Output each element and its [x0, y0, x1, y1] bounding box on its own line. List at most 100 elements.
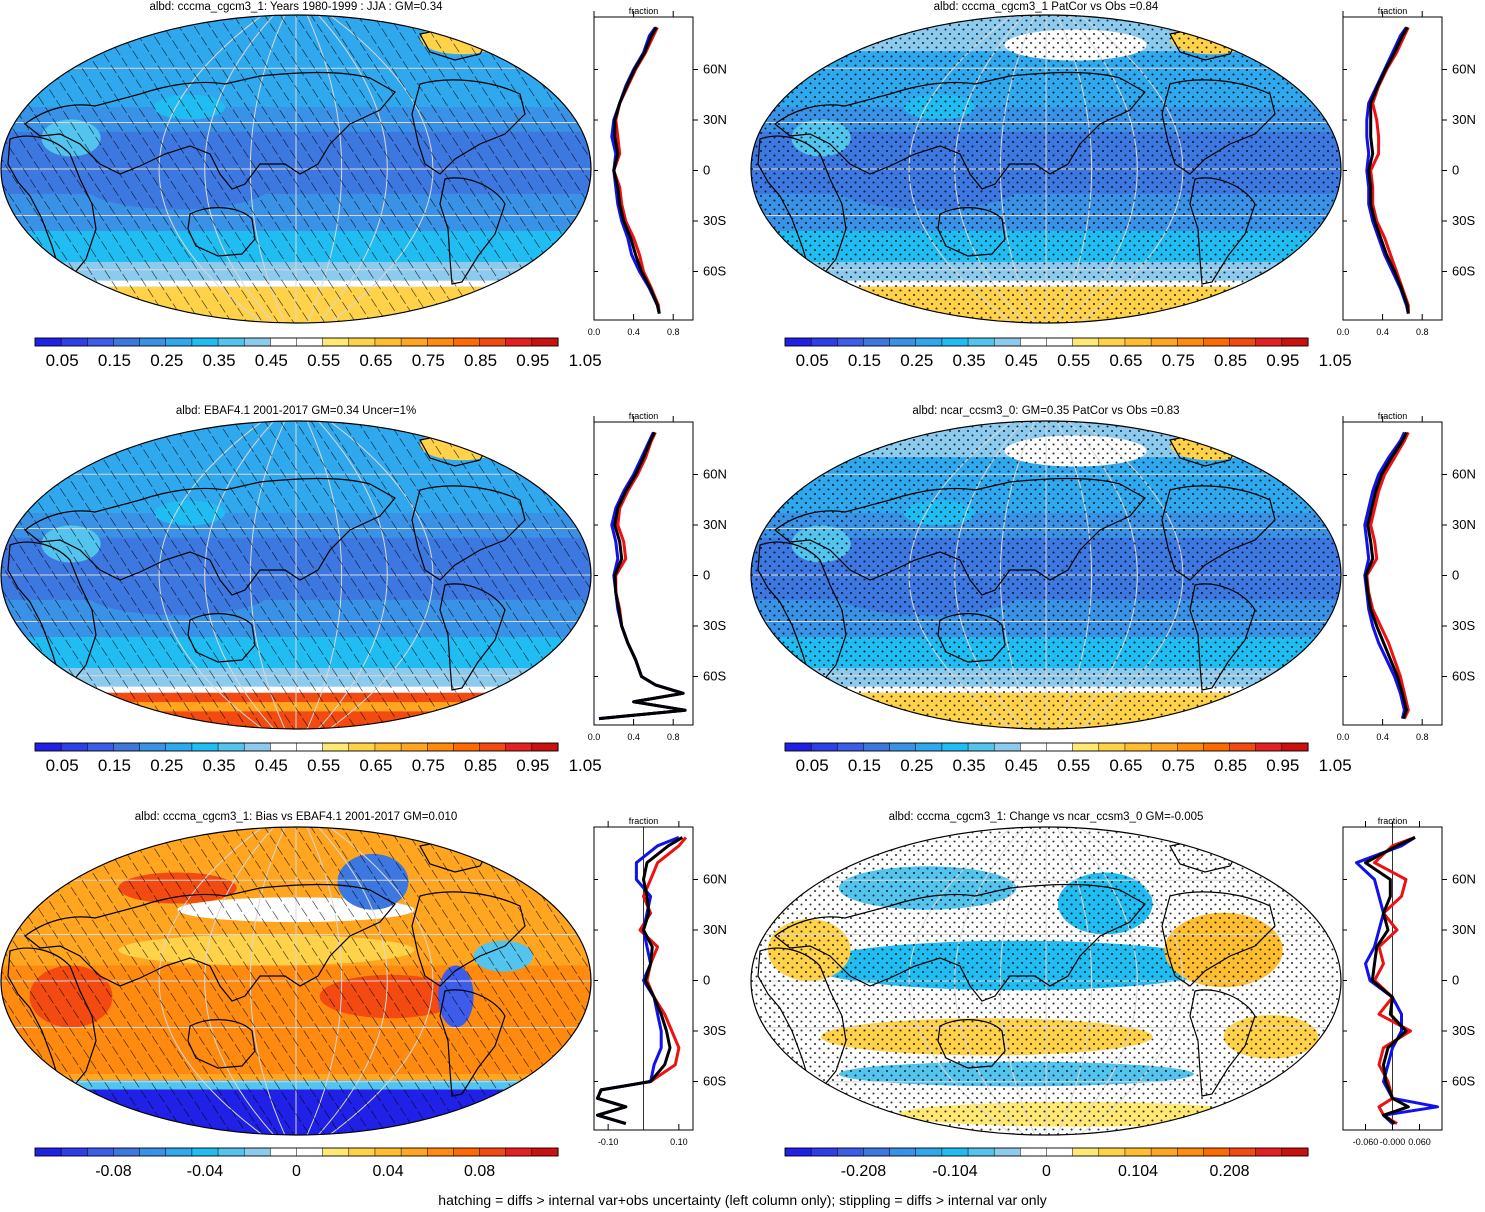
colorbar-swatch: [1150, 742, 1178, 752]
zonal-ytick-label: 30N: [1452, 112, 1476, 127]
colorbar-swatch: [217, 742, 245, 752]
continent-outline: [1161, 891, 1276, 987]
zonal-series-mean: [1364, 836, 1416, 1125]
colorbar-swatch: [531, 337, 559, 347]
colorbar-tick-label: 0.75: [412, 756, 445, 775]
zonal-xtick-label: 0.10: [670, 1137, 688, 1147]
zonal-xtick-label: 0.0: [1337, 732, 1350, 742]
map-border: [0, 420, 592, 730]
zonal-ytick-label: 0: [1452, 568, 1459, 583]
colorbar-tick-label: 0.05: [796, 351, 829, 370]
colorbar-swatch: [1150, 1147, 1178, 1157]
colorbar-swatch: [243, 337, 271, 347]
colorbar-tick-label: -0.104: [932, 1163, 977, 1180]
colorbar-tick-label: 0: [1042, 1163, 1051, 1180]
continent-outline: [411, 485, 526, 581]
continent-outline: [1161, 79, 1276, 175]
continent-outline: [187, 613, 256, 663]
zonal-ytick-label: 0: [1452, 163, 1459, 178]
zonal-ytick-label: 60N: [1452, 872, 1476, 887]
land-outlines: [7, 431, 526, 691]
stippling-overlay: [751, 421, 1341, 729]
colorbar-tick-label: 0.25: [900, 756, 933, 775]
colorbar-swatch: [113, 742, 141, 752]
colorbar-swatch: [217, 1147, 245, 1157]
map-panel-1: [0, 14, 592, 324]
colorbar-tick-label: 0.15: [98, 756, 131, 775]
colorbar-swatch: [1072, 1147, 1100, 1157]
zonal-series-mean: [1367, 26, 1410, 314]
zonal-ytick-label: 30N: [703, 922, 727, 937]
continent-outline: [24, 477, 396, 596]
colorbar-swatch: [1020, 742, 1048, 752]
zonal-xtick-label: 0.8: [667, 732, 680, 742]
zonal-series-mean: [598, 431, 687, 721]
colorbar-swatch: [60, 337, 88, 347]
map-border: [750, 14, 1342, 324]
colorbar-swatch: [505, 1147, 533, 1157]
colorbar-swatch: [374, 1147, 402, 1157]
colorbar-swatch: [889, 742, 917, 752]
colorbar-swatch: [863, 1147, 891, 1157]
zonal-xtick-label: 0.4: [1376, 732, 1389, 742]
map-border: [0, 14, 592, 324]
colorbar-2: 0.05 0.15 0.25 0.35 0.45 0.55 0.65 0.75 0.85 0.95…: [784, 337, 1352, 370]
zonal-xlabel: fraction: [1378, 411, 1408, 421]
colorbar-tick-label: -0.08: [95, 1163, 132, 1180]
zonal-ytick-label: 0: [703, 973, 710, 988]
colorbar-swatch: [1177, 1147, 1204, 1157]
zonal-series-mean: [596, 836, 684, 1126]
colorbar-tick-label: 0.65: [359, 351, 392, 370]
continent-outline: [757, 541, 847, 683]
colorbar-tick-label: 0.55: [1057, 756, 1090, 775]
colorbar-swatch: [1229, 337, 1257, 347]
colorbar-tick-label: 0.35: [953, 351, 986, 370]
zonal-ytick-label: 60N: [1452, 62, 1476, 77]
colorbar-tick-label: 0.15: [848, 756, 881, 775]
colorbar-swatch: [1098, 742, 1126, 752]
zonal-xtick-label: 0.4: [627, 732, 640, 742]
colorbar-swatch: [1255, 337, 1283, 347]
colorbar-swatch: [531, 742, 559, 752]
colorbar-tick-label: 0.55: [307, 351, 340, 370]
map-panel-3: [0, 420, 592, 730]
colorbar-swatch: [113, 337, 141, 347]
zonal-ytick-label: 60S: [703, 264, 726, 279]
colorbar-swatch: [941, 742, 969, 752]
colorbar-tick-label: 0.65: [1109, 756, 1142, 775]
continent-outline: [411, 891, 526, 987]
zonal-xtick-label: 0.060: [1408, 1137, 1431, 1147]
zonal-xtick-label: -0.060: [1353, 1137, 1379, 1147]
colorbar-5: -0.08 -0.04 0 0.04 0.08: [34, 1147, 559, 1180]
zonal-ytick-label: 30S: [703, 213, 726, 228]
strong-positive-bias: [473, 832, 591, 870]
colorbar-tick-label: 0.75: [1162, 351, 1195, 370]
colorbar-swatch: [374, 337, 402, 347]
colorbar-swatch: [967, 742, 995, 752]
zonal-ytick-label: 0: [703, 163, 710, 178]
zonal-plot-2: fraction 60N 30N 0 30S 60S 0.0 0.4 0.8: [1337, 6, 1476, 337]
colorbar-tick-label: 0.45: [1005, 351, 1038, 370]
colorbar-swatch: [87, 1147, 115, 1157]
colorbar-swatch: [87, 742, 115, 752]
colorbar-swatch: [967, 1147, 995, 1157]
continent-outline: [187, 207, 256, 257]
colorbar-swatch: [296, 1147, 324, 1157]
colorbar-swatch: [941, 1147, 969, 1157]
colorbar-tick-label: 0.05: [46, 756, 79, 775]
colorbar-swatch: [1281, 337, 1309, 347]
colorbar-4: 0.05 0.15 0.25 0.35 0.45 0.55 0.65 0.75 0.85 0.95…: [784, 742, 1352, 775]
zonal-frame: [1342, 421, 1443, 726]
colorbar-tick-label: 0.45: [255, 756, 288, 775]
zonal-xtick-label: 0.4: [627, 327, 640, 337]
panel-title-3: albd: EBAF4.1 2001-2017 GM=0.34 Uncer=1%: [176, 405, 416, 417]
colorbar-swatch: [810, 1147, 838, 1157]
colorbar-tick-label: 0.15: [98, 351, 131, 370]
zonal-ytick-label: 30S: [703, 618, 726, 633]
colorbar-tick-label: 0.104: [1118, 1163, 1158, 1180]
zonal-xtick-label: 0.0: [588, 327, 601, 337]
zonal-ytick-label: 30S: [1452, 618, 1475, 633]
colorbar-swatch: [270, 1147, 298, 1157]
continent-outline: [774, 477, 1146, 596]
